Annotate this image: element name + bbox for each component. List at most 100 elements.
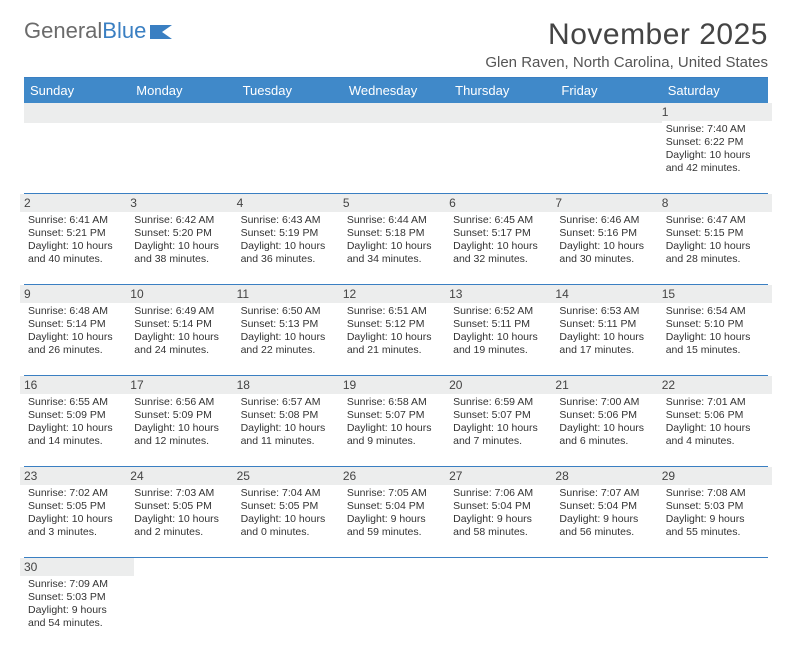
sunrise-line: Sunrise: 6:54 AM bbox=[666, 305, 764, 318]
day-cell bbox=[343, 558, 449, 648]
daylight-line-1: Daylight: 10 hours bbox=[347, 240, 445, 253]
sunset-line: Sunset: 5:07 PM bbox=[453, 409, 551, 422]
sunrise-line: Sunrise: 6:45 AM bbox=[453, 214, 551, 227]
day-cell bbox=[343, 103, 449, 194]
day-number: 27 bbox=[445, 467, 559, 485]
day-number: 13 bbox=[445, 285, 559, 303]
daylight-line-2: and 26 minutes. bbox=[28, 344, 126, 357]
day-number: 24 bbox=[126, 467, 240, 485]
day-number: 18 bbox=[233, 376, 347, 394]
day-content: Sunrise: 7:03 AMSunset: 5:05 PMDaylight:… bbox=[130, 487, 236, 557]
day-content: Sunrise: 6:52 AMSunset: 5:11 PMDaylight:… bbox=[449, 305, 555, 375]
day-number: 21 bbox=[551, 376, 665, 394]
day-cell: 29Sunrise: 7:08 AMSunset: 5:03 PMDayligh… bbox=[662, 467, 768, 558]
daylight-line-2: and 19 minutes. bbox=[453, 344, 551, 357]
day-cell bbox=[130, 103, 236, 194]
daylight-line-1: Daylight: 10 hours bbox=[241, 240, 339, 253]
day-cell: 19Sunrise: 6:58 AMSunset: 5:07 PMDayligh… bbox=[343, 376, 449, 467]
day-cell: 27Sunrise: 7:06 AMSunset: 5:04 PMDayligh… bbox=[449, 467, 555, 558]
daylight-line-1: Daylight: 10 hours bbox=[559, 422, 657, 435]
day-number: 10 bbox=[126, 285, 240, 303]
sunset-line: Sunset: 5:17 PM bbox=[453, 227, 551, 240]
daylight-line-2: and 3 minutes. bbox=[28, 526, 126, 539]
daylight-line-2: and 22 minutes. bbox=[241, 344, 339, 357]
day-cell: 2Sunrise: 6:41 AMSunset: 5:21 PMDaylight… bbox=[24, 194, 130, 285]
blank-daynum-bar bbox=[24, 103, 130, 123]
day-content: Sunrise: 6:49 AMSunset: 5:14 PMDaylight:… bbox=[130, 305, 236, 375]
day-cell: 17Sunrise: 6:56 AMSunset: 5:09 PMDayligh… bbox=[130, 376, 236, 467]
day-cell: 5Sunrise: 6:44 AMSunset: 5:18 PMDaylight… bbox=[343, 194, 449, 285]
sunset-line: Sunset: 5:09 PM bbox=[134, 409, 232, 422]
day-content: Sunrise: 6:43 AMSunset: 5:19 PMDaylight:… bbox=[237, 214, 343, 284]
day-number: 25 bbox=[233, 467, 347, 485]
day-content: Sunrise: 6:53 AMSunset: 5:11 PMDaylight:… bbox=[555, 305, 661, 375]
day-cell bbox=[237, 103, 343, 194]
sunset-line: Sunset: 5:05 PM bbox=[134, 500, 232, 513]
logo-text-blue: Blue bbox=[102, 18, 146, 44]
day-content: Sunrise: 6:58 AMSunset: 5:07 PMDaylight:… bbox=[343, 396, 449, 466]
daylight-line-1: Daylight: 10 hours bbox=[347, 331, 445, 344]
day-number: 22 bbox=[658, 376, 772, 394]
blank-cell bbox=[24, 123, 130, 193]
day-cell: 20Sunrise: 6:59 AMSunset: 5:07 PMDayligh… bbox=[449, 376, 555, 467]
daylight-line-1: Daylight: 10 hours bbox=[559, 331, 657, 344]
day-number: 8 bbox=[658, 194, 772, 212]
day-content: Sunrise: 7:06 AMSunset: 5:04 PMDaylight:… bbox=[449, 487, 555, 557]
day-cell: 23Sunrise: 7:02 AMSunset: 5:05 PMDayligh… bbox=[24, 467, 130, 558]
day-content: Sunrise: 6:51 AMSunset: 5:12 PMDaylight:… bbox=[343, 305, 449, 375]
day-content: Sunrise: 7:09 AMSunset: 5:03 PMDaylight:… bbox=[24, 578, 130, 648]
sunrise-line: Sunrise: 6:41 AM bbox=[28, 214, 126, 227]
daylight-line-2: and 42 minutes. bbox=[666, 162, 764, 175]
sunset-line: Sunset: 5:16 PM bbox=[559, 227, 657, 240]
sunrise-line: Sunrise: 6:59 AM bbox=[453, 396, 551, 409]
sunset-line: Sunset: 5:21 PM bbox=[28, 227, 126, 240]
day-cell: 24Sunrise: 7:03 AMSunset: 5:05 PMDayligh… bbox=[130, 467, 236, 558]
day-cell: 15Sunrise: 6:54 AMSunset: 5:10 PMDayligh… bbox=[662, 285, 768, 376]
day-number: 19 bbox=[339, 376, 453, 394]
sunset-line: Sunset: 5:13 PM bbox=[241, 318, 339, 331]
flag-icon bbox=[150, 23, 178, 41]
sunset-line: Sunset: 5:18 PM bbox=[347, 227, 445, 240]
day-cell bbox=[449, 103, 555, 194]
sunrise-line: Sunrise: 7:03 AM bbox=[134, 487, 232, 500]
title-block: November 2025 Glen Raven, North Carolina… bbox=[485, 18, 768, 71]
sunset-line: Sunset: 5:05 PM bbox=[28, 500, 126, 513]
sunset-line: Sunset: 5:19 PM bbox=[241, 227, 339, 240]
blank-daynum-bar bbox=[130, 103, 236, 123]
sunrise-line: Sunrise: 7:01 AM bbox=[666, 396, 764, 409]
day-content: Sunrise: 7:40 AMSunset: 6:22 PMDaylight:… bbox=[662, 123, 768, 193]
daylight-line-1: Daylight: 10 hours bbox=[666, 331, 764, 344]
day-number: 20 bbox=[445, 376, 559, 394]
week-row: 9Sunrise: 6:48 AMSunset: 5:14 PMDaylight… bbox=[24, 285, 768, 376]
sunrise-line: Sunrise: 6:51 AM bbox=[347, 305, 445, 318]
sunrise-line: Sunrise: 6:55 AM bbox=[28, 396, 126, 409]
day-cell: 12Sunrise: 6:51 AMSunset: 5:12 PMDayligh… bbox=[343, 285, 449, 376]
day-cell: 10Sunrise: 6:49 AMSunset: 5:14 PMDayligh… bbox=[130, 285, 236, 376]
sunset-line: Sunset: 5:03 PM bbox=[28, 591, 126, 604]
blank-cell bbox=[555, 123, 661, 193]
sunset-line: Sunset: 5:06 PM bbox=[666, 409, 764, 422]
day-cell: 13Sunrise: 6:52 AMSunset: 5:11 PMDayligh… bbox=[449, 285, 555, 376]
sunrise-line: Sunrise: 6:49 AM bbox=[134, 305, 232, 318]
sunrise-line: Sunrise: 6:53 AM bbox=[559, 305, 657, 318]
day-number: 11 bbox=[233, 285, 347, 303]
daylight-line-1: Daylight: 10 hours bbox=[666, 422, 764, 435]
day-cell: 1Sunrise: 7:40 AMSunset: 6:22 PMDaylight… bbox=[662, 103, 768, 194]
day-content: Sunrise: 6:44 AMSunset: 5:18 PMDaylight:… bbox=[343, 214, 449, 284]
sunrise-line: Sunrise: 6:56 AM bbox=[134, 396, 232, 409]
sunset-line: Sunset: 5:07 PM bbox=[347, 409, 445, 422]
sunrise-line: Sunrise: 7:05 AM bbox=[347, 487, 445, 500]
week-row: 30Sunrise: 7:09 AMSunset: 5:03 PMDayligh… bbox=[24, 558, 768, 648]
day-cell bbox=[449, 558, 555, 648]
col-friday: Friday bbox=[555, 78, 661, 103]
sunrise-line: Sunrise: 6:44 AM bbox=[347, 214, 445, 227]
day-content: Sunrise: 7:04 AMSunset: 5:05 PMDaylight:… bbox=[237, 487, 343, 557]
daylight-line-2: and 2 minutes. bbox=[134, 526, 232, 539]
day-number: 29 bbox=[658, 467, 772, 485]
daylight-line-1: Daylight: 9 hours bbox=[347, 513, 445, 526]
sunset-line: Sunset: 5:09 PM bbox=[28, 409, 126, 422]
daylight-line-2: and 55 minutes. bbox=[666, 526, 764, 539]
daylight-line-1: Daylight: 10 hours bbox=[241, 331, 339, 344]
sunset-line: Sunset: 5:05 PM bbox=[241, 500, 339, 513]
sunset-line: Sunset: 5:11 PM bbox=[559, 318, 657, 331]
